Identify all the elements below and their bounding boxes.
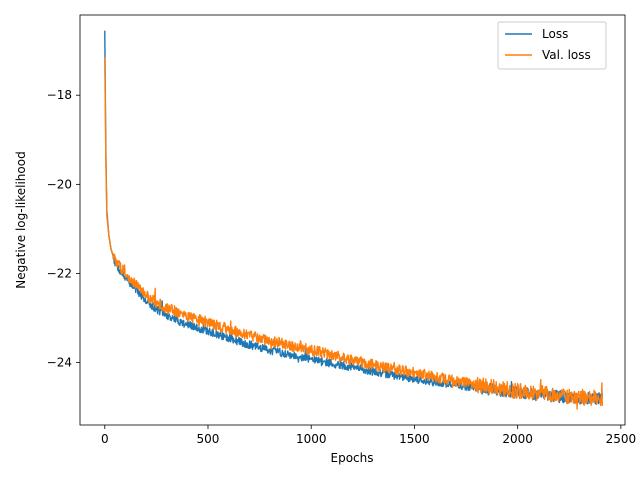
x-tick-label: 500 <box>197 432 220 446</box>
plot-lines <box>104 30 603 410</box>
y-axis-ticks: −24 −22 −20 −18 <box>47 88 80 370</box>
x-tick-label: 0 <box>101 432 109 446</box>
x-tick-label: 1000 <box>296 432 327 446</box>
legend-label-val-loss: Val. loss <box>542 48 591 62</box>
x-axis-label: Epochs <box>331 451 374 465</box>
y-tick-label: −22 <box>47 266 72 280</box>
y-tick-label: −24 <box>47 356 72 370</box>
y-tick-label: −20 <box>47 177 72 191</box>
legend: Loss Val. loss <box>497 21 607 70</box>
x-tick-label: 2000 <box>502 432 533 446</box>
x-tick-label: 1500 <box>399 432 430 446</box>
y-tick-label: −18 <box>47 88 72 102</box>
x-axis-ticks: 0 500 1000 1500 2000 2500 <box>101 425 636 446</box>
series-line-val-loss <box>104 57 603 410</box>
plot-frame <box>79 14 626 426</box>
legend-label-loss: Loss <box>542 27 568 41</box>
x-tick-label: 2500 <box>606 432 637 446</box>
y-axis-label: Negative log-likelihood <box>14 151 28 288</box>
